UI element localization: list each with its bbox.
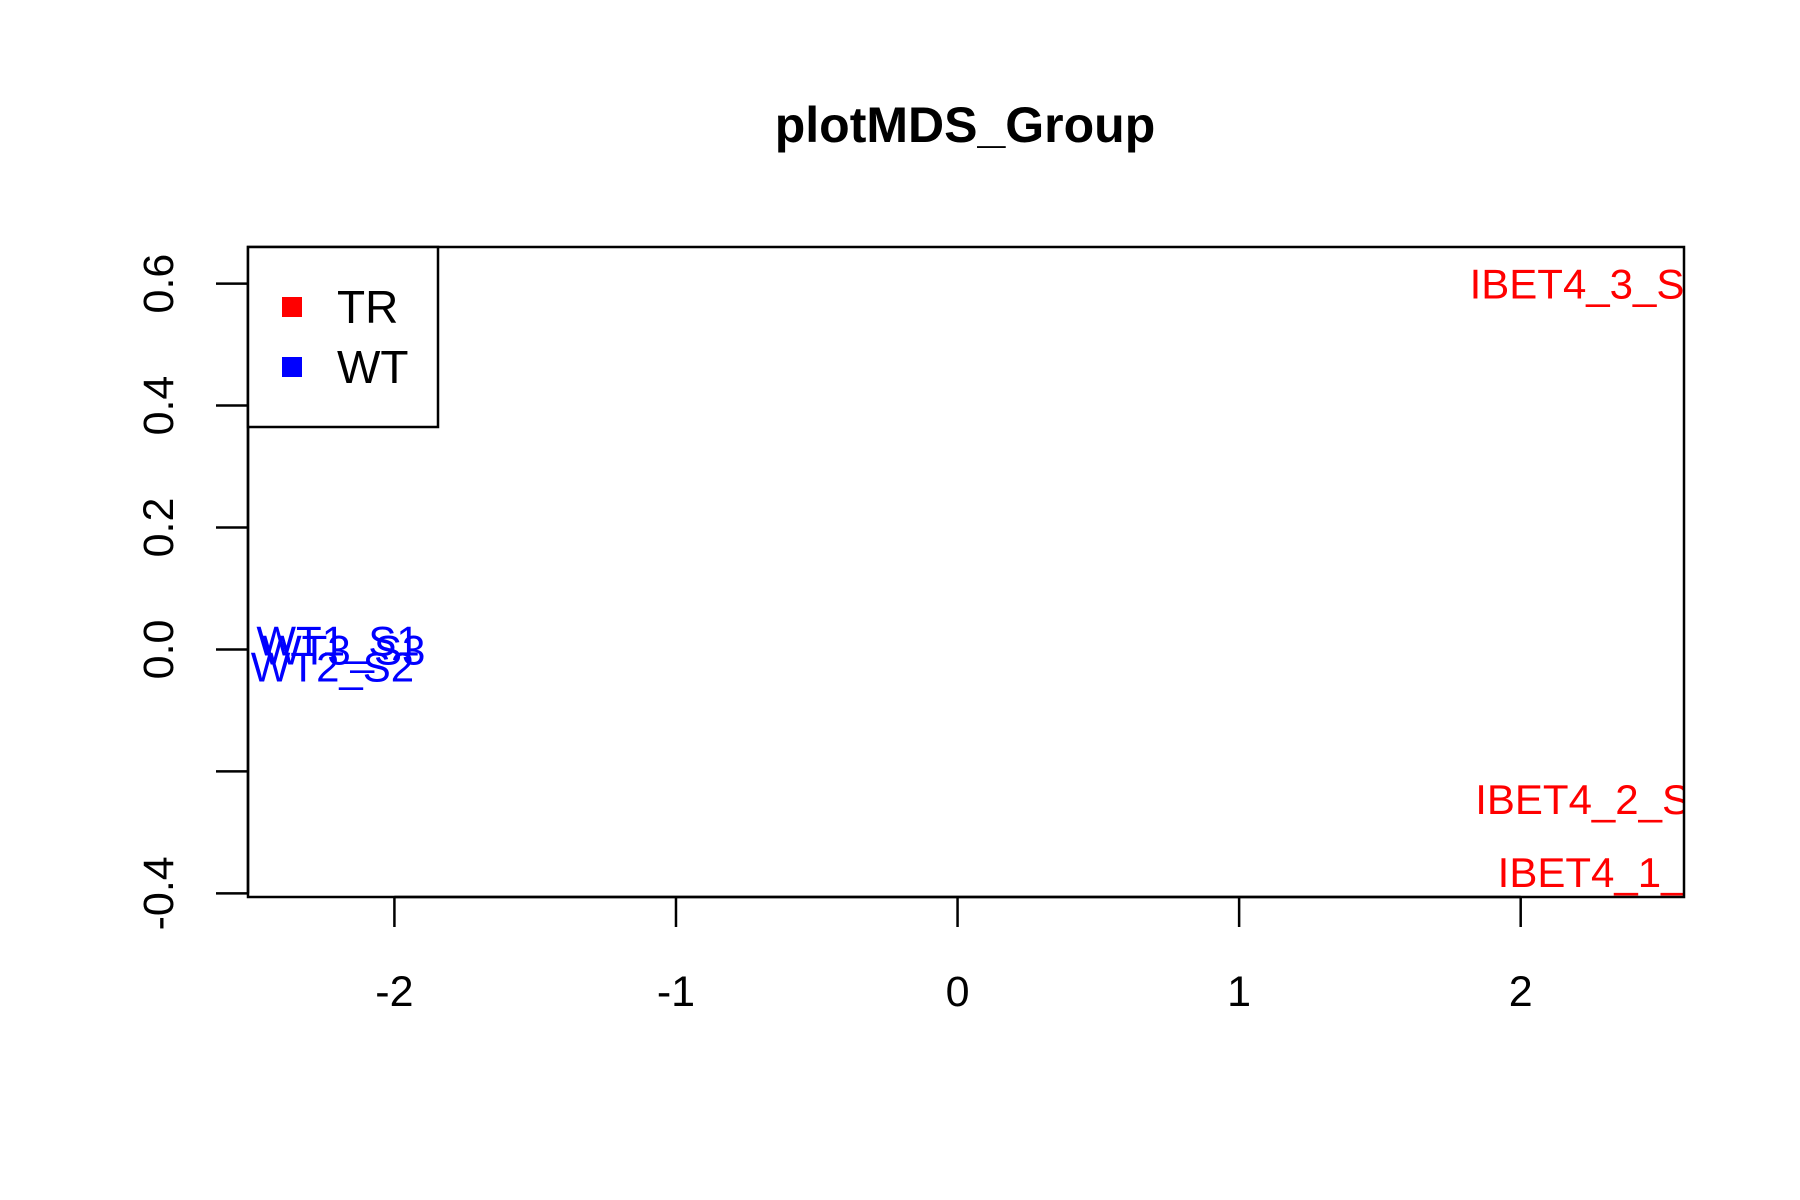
plot-frame — [246, 245, 1686, 899]
y-axis: -0.4 0.0 0.2 0.4 0.6 — [135, 254, 250, 930]
legend: TR WT — [246, 245, 440, 429]
point-label: WT3_S3 — [262, 626, 425, 673]
point-label: WT1_S1 — [256, 617, 419, 664]
y-tick-label: 0.2 — [135, 498, 183, 558]
x-tick-label: -2 — [375, 968, 413, 1016]
y-tick-label: 0.6 — [135, 254, 183, 314]
x-tick-label: 1 — [1227, 968, 1251, 1016]
y-tick-label: -0.4 — [135, 856, 183, 930]
x-tick-label: 2 — [1509, 968, 1533, 1016]
point-label: IBET4_1_ — [1498, 849, 1685, 896]
point-label: IBET4_3_S — [1470, 261, 1685, 308]
legend-swatch-wt — [282, 357, 302, 377]
legend-swatch-tr — [282, 297, 302, 317]
x-tick-label: -1 — [657, 968, 695, 1016]
legend-label-tr: TR — [337, 281, 398, 333]
y-tick-label: 0.4 — [135, 376, 183, 436]
legend-label-wt: WT — [337, 341, 409, 393]
point-label: IBET4_2_S — [1475, 776, 1690, 823]
chart-title: plotMDS_Group — [775, 97, 1156, 153]
point-label: WT2_S2 — [251, 644, 414, 691]
y-tick-label: 0.0 — [135, 620, 183, 680]
x-axis: -2 -1 0 1 2 — [375, 895, 1533, 1016]
x-tick-label: 0 — [946, 968, 970, 1016]
legend-box — [246, 245, 440, 429]
